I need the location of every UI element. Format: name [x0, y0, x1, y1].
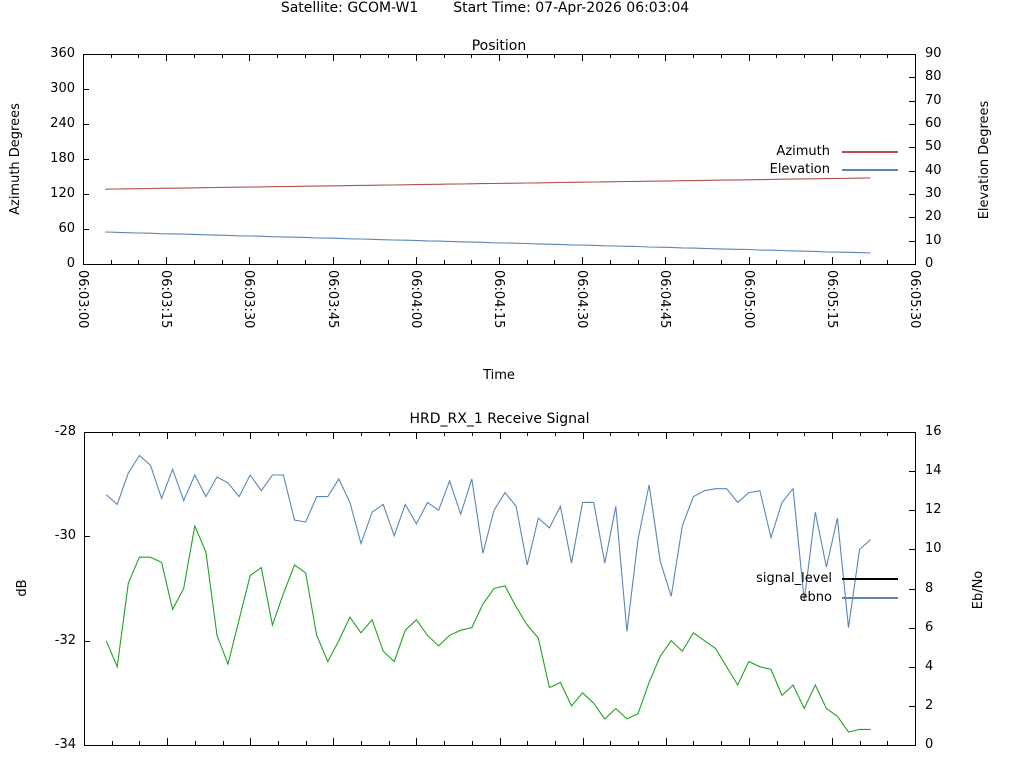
series-line-ebno	[105, 454, 872, 632]
y-right-tick-label: 50	[925, 139, 942, 155]
y-right-tick-label: 90	[925, 46, 942, 61]
y-right-tick-label: 8	[925, 580, 934, 596]
legend-line-ebno	[842, 597, 898, 599]
legend-label-ebno: ebno	[799, 590, 832, 605]
position-x-axis-title: Time	[483, 368, 515, 383]
y-right-tick-label: 6	[925, 619, 934, 635]
series-line-Azimuth	[105, 177, 871, 190]
position-chart-title: Position	[471, 38, 527, 54]
plot-border	[84, 432, 916, 746]
y-left-tick-label: 120	[50, 186, 75, 201]
y-left-tick-label: -32	[54, 632, 76, 648]
position-left-axis-title: Azimuth Degrees	[8, 103, 23, 215]
signal-right-axis-title: Eb/No	[971, 570, 986, 610]
x-tick-label: 06:04:00	[407, 270, 423, 329]
y-right-tick-label: 70	[925, 92, 942, 108]
x-tick-label: 06:04:30	[574, 270, 590, 329]
legend-line-signal-level	[842, 578, 898, 580]
legend-line-elevation	[842, 169, 898, 171]
x-tick-label: 06:05:30	[907, 270, 922, 329]
y-right-tick-label: 10	[925, 232, 942, 248]
series-line-Elevation	[105, 231, 871, 254]
start-time-label: Start Time: 07-Apr-2026 06:03:04	[453, 0, 690, 16]
x-tick-label: 06:03:45	[324, 270, 340, 329]
y-right-tick-label: 30	[925, 186, 942, 201]
legend-line-azimuth	[842, 151, 898, 153]
y-right-tick-label: 16	[925, 424, 942, 439]
y-left-tick-label: 360	[50, 46, 75, 61]
y-right-tick-label: 0	[925, 737, 934, 752]
position-right-axis-title: Elevation Degrees	[977, 100, 992, 220]
y-left-tick-label: -28	[54, 424, 76, 439]
page-title: Satellite: GCOM-W1 Start Time: 07-Apr-20…	[0, 0, 970, 16]
y-right-tick-label: 4	[925, 658, 934, 674]
series-line-signal_level	[105, 523, 871, 733]
signal-left-axis-title: dB	[15, 579, 30, 597]
y-right-tick-label: 10	[925, 541, 942, 557]
x-tick-label: 06:03:30	[241, 270, 257, 329]
y-left-tick-label: 0	[66, 256, 75, 271]
y-right-tick-label: 2	[925, 697, 934, 713]
y-left-tick-label: -34	[54, 737, 76, 752]
y-right-tick-label: 40	[925, 162, 942, 178]
legend-label-elevation: Elevation	[769, 162, 830, 177]
y-right-tick-label: 60	[925, 116, 942, 131]
y-left-tick-label: 300	[50, 81, 75, 96]
y-right-tick-label: 14	[925, 463, 942, 479]
x-tick-label: 06:03:15	[158, 270, 174, 329]
y-left-tick-label: 240	[50, 116, 75, 131]
x-tick-label: 06:04:15	[491, 270, 506, 329]
satellite-label: Satellite: GCOM-W1	[280, 0, 419, 16]
x-tick-label: 06:05:15	[823, 270, 839, 329]
y-right-tick-label: 12	[925, 502, 942, 518]
y-right-tick-label: 80	[925, 69, 942, 85]
x-tick-label: 06:04:45	[657, 270, 673, 329]
legend-label-signal-level: signal_level	[756, 571, 832, 586]
x-tick-label: 06:05:00	[740, 270, 756, 329]
y-right-tick-label: 0	[925, 256, 934, 271]
y-left-tick-label: 60	[58, 221, 75, 236]
y-left-tick-label: -30	[54, 528, 76, 544]
y-right-tick-label: 20	[925, 209, 942, 225]
y-left-tick-label: 180	[50, 151, 75, 166]
x-tick-label: 06:03:00	[75, 270, 90, 329]
signal-chart-title: HRD_RX_1 Receive Signal	[409, 411, 590, 427]
legend-label-azimuth: Azimuth	[776, 144, 830, 159]
